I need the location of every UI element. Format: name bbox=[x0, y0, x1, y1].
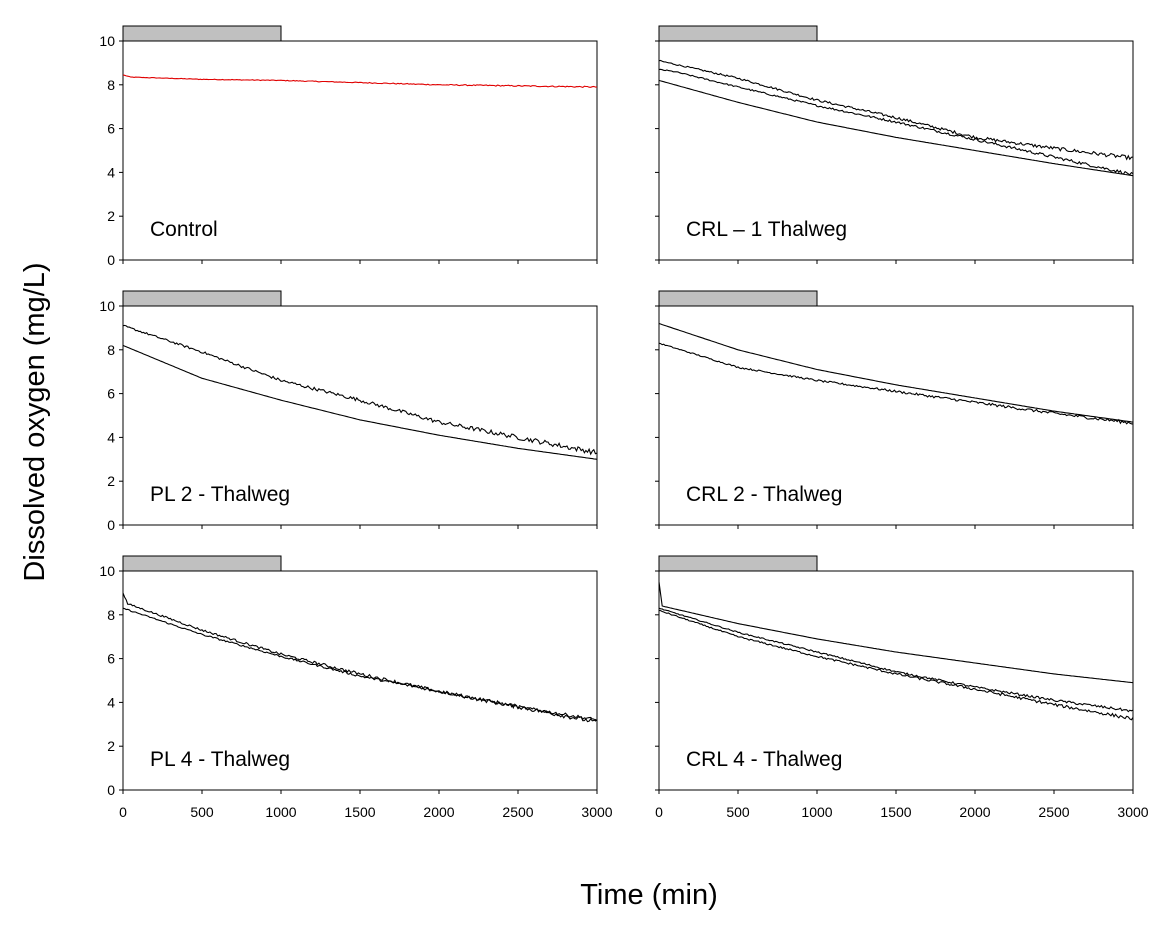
y-tick-label: 6 bbox=[107, 121, 115, 137]
x-tick-label: 1500 bbox=[880, 804, 911, 820]
x-tick-label: 1000 bbox=[265, 804, 296, 820]
series-line bbox=[658, 342, 1134, 425]
x-tick-label: 1500 bbox=[344, 804, 375, 820]
y-tick-label: 2 bbox=[107, 738, 115, 754]
time-bar bbox=[122, 555, 282, 572]
y-axis-label: Dissolved oxygen (mg/L) bbox=[19, 262, 51, 581]
series-line bbox=[122, 607, 598, 722]
panel-label: CRL 4 - Thalweg bbox=[686, 748, 842, 771]
x-tick-label: 1000 bbox=[801, 804, 832, 820]
time-bar bbox=[122, 290, 282, 307]
panel: 0 500 1000 1500 2000 2500 3000 CRL 4 - Thalweg bbox=[655, 555, 1149, 820]
y-tick-label: 2 bbox=[107, 473, 115, 489]
x-tick-label: 3000 bbox=[1117, 804, 1148, 820]
panel: 0 2 4 6 8 10 Control bbox=[99, 25, 598, 268]
panel: 0 2 4 6 8 10 PL 2 - Thalweg bbox=[99, 290, 598, 533]
y-tick-label: 10 bbox=[99, 563, 115, 579]
time-bar bbox=[658, 555, 818, 572]
panel-label: Control bbox=[150, 218, 218, 241]
y-tick-label: 8 bbox=[107, 342, 115, 358]
y-tick-label: 8 bbox=[107, 77, 115, 93]
x-tick-label: 500 bbox=[726, 804, 750, 820]
y-tick-label: 2 bbox=[107, 208, 115, 224]
x-tick-label: 2000 bbox=[423, 804, 454, 820]
y-tick-label: 0 bbox=[107, 782, 115, 798]
x-axis-label: Time (min) bbox=[580, 879, 717, 911]
y-tick-label: 4 bbox=[107, 694, 115, 710]
panels: 0 2 4 6 8 10 Control CRL – 1 Thalweg 0 2 4 6 8 10 PL 2… bbox=[99, 25, 1149, 820]
x-tick-label: 0 bbox=[655, 804, 663, 820]
series-line bbox=[122, 344, 598, 460]
series-line bbox=[658, 79, 1134, 177]
x-tick-label: 500 bbox=[190, 804, 214, 820]
series-line bbox=[658, 68, 1134, 176]
panel: 0 2 4 6 8 10 0 500 1000 1500 2000 2500 3000 PL 4 - Th… bbox=[99, 555, 613, 820]
y-tick-label: 10 bbox=[99, 33, 115, 49]
x-tick-label: 2500 bbox=[502, 804, 533, 820]
y-tick-label: 4 bbox=[107, 164, 115, 180]
panel-label: CRL – 1 Thalweg bbox=[686, 218, 847, 241]
panel-label: CRL 2 - Thalweg bbox=[686, 483, 842, 506]
x-tick-label: 3000 bbox=[581, 804, 612, 820]
y-tick-label: 6 bbox=[107, 386, 115, 402]
panel: CRL – 1 Thalweg bbox=[655, 25, 1134, 264]
x-tick-label: 0 bbox=[119, 804, 127, 820]
series-line bbox=[658, 59, 1134, 161]
series-line bbox=[658, 581, 1134, 684]
time-bar bbox=[658, 290, 818, 307]
x-tick-label: 2000 bbox=[959, 804, 990, 820]
series-line bbox=[122, 592, 598, 723]
series-line bbox=[122, 74, 598, 89]
y-tick-label: 4 bbox=[107, 429, 115, 445]
y-tick-label: 0 bbox=[107, 252, 115, 268]
series-line bbox=[122, 324, 598, 456]
series-line bbox=[658, 607, 1134, 713]
series-line bbox=[658, 609, 1134, 721]
x-tick-label: 2500 bbox=[1038, 804, 1069, 820]
y-tick-label: 8 bbox=[107, 607, 115, 623]
y-tick-label: 6 bbox=[107, 651, 115, 667]
y-tick-label: 10 bbox=[99, 298, 115, 314]
panel-label: PL 2 - Thalweg bbox=[150, 483, 290, 506]
panel-label: PL 4 - Thalweg bbox=[150, 748, 290, 771]
y-tick-label: 0 bbox=[107, 517, 115, 533]
time-bar bbox=[658, 25, 818, 42]
time-bar bbox=[122, 25, 282, 42]
series-line bbox=[658, 322, 1134, 423]
panel: CRL 2 - Thalweg bbox=[655, 290, 1134, 529]
